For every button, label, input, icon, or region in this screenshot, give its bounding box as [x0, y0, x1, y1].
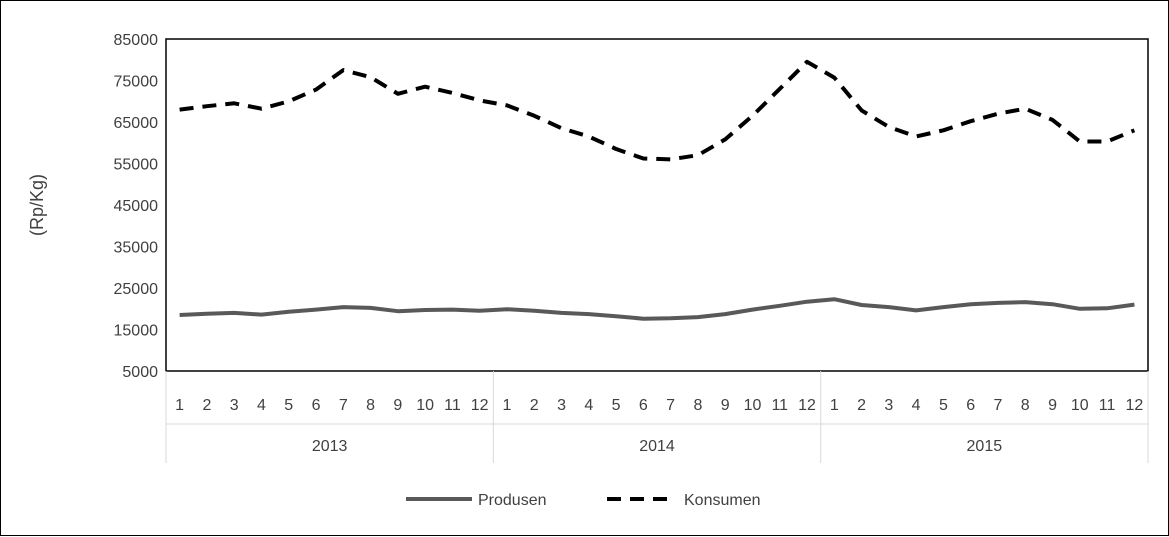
- x-tick-label: 7: [339, 397, 348, 414]
- x-tick-label: 1: [830, 397, 839, 414]
- x-tick-label: 4: [912, 397, 921, 414]
- x-tick-label: 9: [721, 397, 730, 414]
- x-tick-label: 5: [284, 397, 293, 414]
- x-tick-label: 10: [416, 397, 434, 414]
- x-group-label: 2015: [967, 438, 1003, 455]
- plot-border: [165, 38, 1149, 372]
- series-line-produsen: [179, 297, 1135, 321]
- x-tick-label: 10: [1071, 397, 1089, 414]
- y-tick-label: 25000: [114, 281, 159, 298]
- x-tick-label: 11: [771, 397, 788, 414]
- x-tick-label: 3: [884, 397, 893, 414]
- legend: Produsen Konsumen: [406, 492, 761, 509]
- x-tick-label: 1: [175, 397, 184, 414]
- x-tick-label: 7: [666, 397, 675, 414]
- plot-area: [165, 38, 1149, 372]
- x-tick-label: 2: [530, 397, 539, 414]
- x-tick-label: 3: [230, 397, 239, 414]
- x-tick-label: 6: [966, 397, 975, 414]
- x-tick-label: 10: [744, 397, 762, 414]
- x-group-label: 2013: [312, 438, 348, 455]
- x-tick-label: 11: [444, 397, 461, 414]
- x-tick-label: 9: [393, 397, 402, 414]
- x-tick-label: 12: [798, 397, 816, 414]
- legend-label-produsen: Produsen: [478, 492, 547, 509]
- x-tick-label: 8: [366, 397, 375, 414]
- x-tick-label: 8: [1021, 397, 1030, 414]
- x-tick-label: 4: [584, 397, 593, 414]
- x-tick-label: 3: [557, 397, 566, 414]
- x-tick-label: 2: [857, 397, 866, 414]
- x-tick-label: 5: [939, 397, 948, 414]
- x-tick-label: 9: [1048, 397, 1057, 414]
- x-tick-label: 7: [994, 397, 1003, 414]
- x-tick-label: 6: [639, 397, 648, 414]
- y-tick-label: 65000: [114, 115, 159, 132]
- x-tick-label: 12: [471, 397, 489, 414]
- x-tick-label: 6: [312, 397, 321, 414]
- series-line-konsumen: [179, 59, 1136, 162]
- legend-label-konsumen: Konsumen: [684, 492, 761, 509]
- y-tick-label: 35000: [114, 240, 159, 257]
- y-tick-label: 55000: [114, 157, 159, 174]
- x-tick-label: 5: [612, 397, 621, 414]
- x-tick-label: 4: [257, 397, 266, 414]
- y-tick-label: 45000: [114, 198, 159, 215]
- x-tick-label: 1: [503, 397, 512, 414]
- x-tick-label: 2: [202, 397, 211, 414]
- y-tick-label: 15000: [114, 323, 159, 340]
- x-tick-label: 8: [693, 397, 702, 414]
- x-tick-label: 11: [1099, 397, 1116, 414]
- y-tick-label: 75000: [114, 74, 159, 91]
- x-tick-label: 12: [1125, 397, 1143, 414]
- y-axis-label: (Rp/Kg): [27, 174, 47, 236]
- y-tick-label: 85000: [114, 32, 159, 49]
- y-tick-label: 5000: [122, 364, 158, 381]
- x-group-label: 2014: [639, 438, 675, 455]
- y-axis: 5000 15000 25000 35000 45000 55000 65000 75000 8…: [114, 32, 159, 381]
